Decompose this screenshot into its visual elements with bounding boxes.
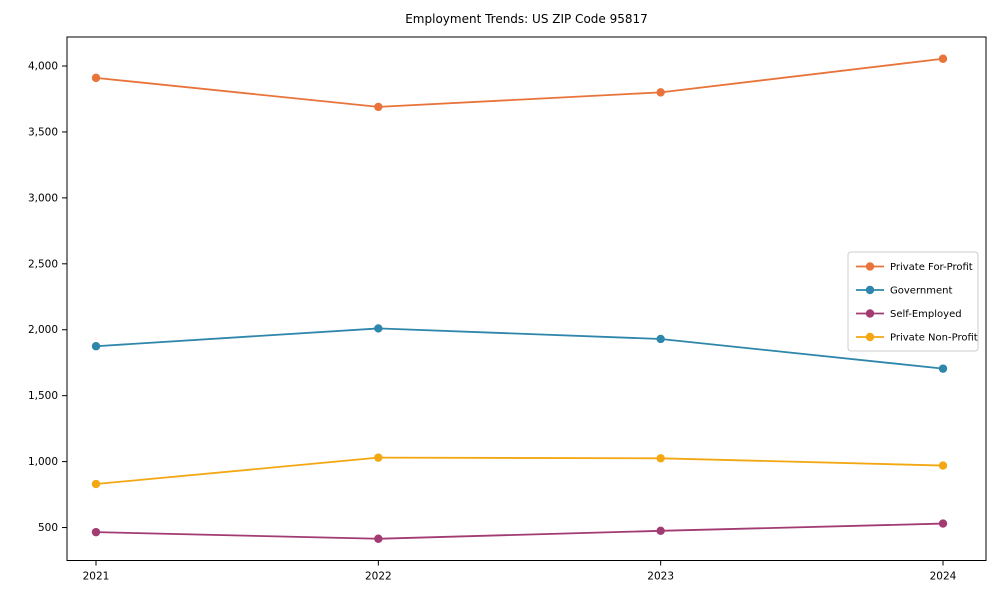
data-point-self-employed-2024 [938, 519, 948, 528]
data-point-government-2021 [91, 342, 101, 351]
data-point-government-2022 [374, 324, 383, 333]
legend-label-self-employed: Self-Employed [890, 309, 962, 320]
y-tick-label: 3,500 [28, 126, 58, 138]
data-point-government-2023 [656, 334, 665, 344]
y-tick-label: 1,000 [28, 456, 58, 468]
legend: Private For-Profit Government Self-Employe… [847, 251, 979, 352]
axes-frame [66, 36, 987, 561]
data-point-private-for-profit-2024 [938, 54, 948, 63]
data-point-private-for-profit-2022 [374, 102, 383, 112]
series-line-government [95, 327, 944, 370]
series-line-private-non-profit [95, 456, 944, 485]
legend-label-private-non-profit: Private Non-Profit [890, 333, 978, 344]
legend-label-private-for-profit: Private For-Profit [890, 262, 973, 273]
data-point-self-employed-2022 [374, 534, 383, 543]
y-tick-label: 500 [38, 522, 58, 534]
legend-label-government: Government [890, 286, 952, 297]
y-tick-label: 2,000 [28, 324, 58, 336]
data-point-private-for-profit-2021 [91, 73, 101, 83]
legend-marker-self-employed [865, 309, 875, 318]
data-point-private-non-profit-2022 [374, 453, 383, 462]
series-line-self-employed [95, 522, 944, 540]
x-tick-label: 2023 [647, 571, 674, 583]
data-point-private-non-profit-2021 [91, 479, 101, 489]
data-point-government-2024 [938, 364, 948, 373]
data-point-private-for-profit-2023 [656, 88, 665, 97]
y-tick-label: 4,000 [28, 61, 58, 73]
data-point-self-employed-2021 [91, 527, 101, 537]
y-tick-label: 2,500 [28, 258, 58, 270]
chart-title: Employment Trends: US ZIP Code 95817 [405, 12, 648, 26]
x-tick-label: 2021 [83, 571, 110, 583]
x-tick-label: 2022 [365, 571, 392, 583]
legend-marker-private-non-profit [865, 332, 875, 342]
series-line-private-for-profit [95, 57, 944, 108]
legend-marker-government [865, 285, 875, 295]
data-point-private-non-profit-2024 [938, 461, 948, 470]
data-point-private-non-profit-2023 [656, 454, 665, 463]
y-tick-label: 1,500 [28, 390, 58, 402]
y-tick-label: 3,000 [28, 192, 58, 204]
legend-box [847, 251, 979, 352]
x-tick-label: 2024 [930, 571, 957, 583]
data-point-self-employed-2023 [656, 526, 665, 536]
legend-marker-private-for-profit [865, 262, 875, 271]
